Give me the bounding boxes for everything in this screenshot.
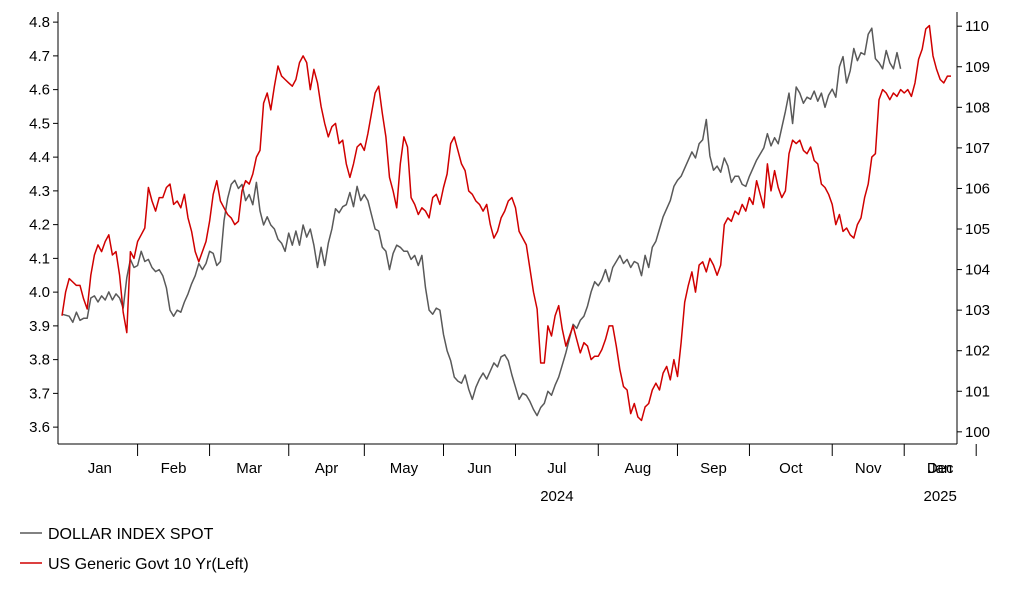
y-left-tick-label: 3.9 — [29, 318, 50, 335]
series-line-dollar-index — [61, 27, 902, 417]
y-right-tick-label: 102 — [965, 343, 990, 360]
x-month-label: Apr — [315, 460, 338, 477]
y-right-tick-label: 103 — [965, 302, 990, 319]
legend-item-dollar-index: DOLLAR INDEX SPOT — [20, 526, 214, 543]
x-month-label: Jan — [88, 460, 112, 477]
y-right-tick-label: 108 — [965, 99, 990, 116]
chart-series — [61, 24, 951, 422]
y-right-tick-label: 110 — [965, 18, 989, 35]
x-month-label: Oct — [779, 460, 803, 477]
y-right-tick-label: 106 — [965, 180, 990, 197]
y-left-tick-label: 3.7 — [29, 385, 50, 402]
x-month-label: Nov — [855, 460, 882, 477]
legend-item-us-10yr: US Generic Govt 10 Yr(Left) — [20, 556, 249, 573]
y-left-tick-label: 3.8 — [29, 352, 50, 369]
x-month-label: Jan — [928, 460, 952, 477]
x-year-label: 2024 — [540, 488, 573, 505]
legend: DOLLAR INDEX SPOT US Generic Govt 10 Yr(… — [20, 526, 249, 573]
legend-label-dollar-index: DOLLAR INDEX SPOT — [48, 526, 214, 543]
x-month-label: Jul — [547, 460, 566, 477]
x-year-label: 2025 — [924, 488, 957, 505]
x-month-label: Aug — [625, 460, 652, 477]
x-month-label: Dec — [927, 460, 954, 477]
y-left-tick-label: 4.3 — [29, 183, 50, 200]
y-right-tick-label: 107 — [965, 140, 990, 157]
y-left-tick-label: 4.5 — [29, 115, 50, 132]
y-left-tick-label: 4.8 — [29, 14, 50, 31]
x-month-label: Mar — [236, 460, 262, 477]
y-left-tick-label: 4.7 — [29, 48, 50, 65]
x-month-label: Jun — [467, 460, 491, 477]
y-right-tick-label: 105 — [965, 221, 990, 238]
series-line-us-10yr — [61, 24, 951, 422]
y-left-tick-label: 4.0 — [29, 284, 50, 301]
legend-label-us-10yr: US Generic Govt 10 Yr(Left) — [48, 556, 249, 573]
x-month-label: Feb — [161, 460, 187, 477]
y-right-tick-label: 100 — [965, 424, 990, 441]
y-right-tick-label: 101 — [965, 383, 990, 400]
y-left-tick-label: 4.2 — [29, 217, 50, 234]
y-left-tick-label: 4.1 — [29, 250, 50, 267]
y-right-tick-label: 104 — [965, 262, 990, 279]
y-left-tick-label: 4.6 — [29, 82, 50, 99]
y-left-tick-label: 4.4 — [29, 149, 50, 166]
x-month-label: Sep — [700, 460, 727, 477]
y-right-tick-label: 109 — [965, 59, 990, 76]
x-month-label: May — [390, 460, 419, 477]
y-left-tick-label: 3.6 — [29, 419, 50, 436]
chart-axes: 3.6 3.7 3.8 3.9 4.0 4.1 4.2 4.3 4.4 4.5 4.6 4.7 4.8 1… — [29, 12, 990, 505]
